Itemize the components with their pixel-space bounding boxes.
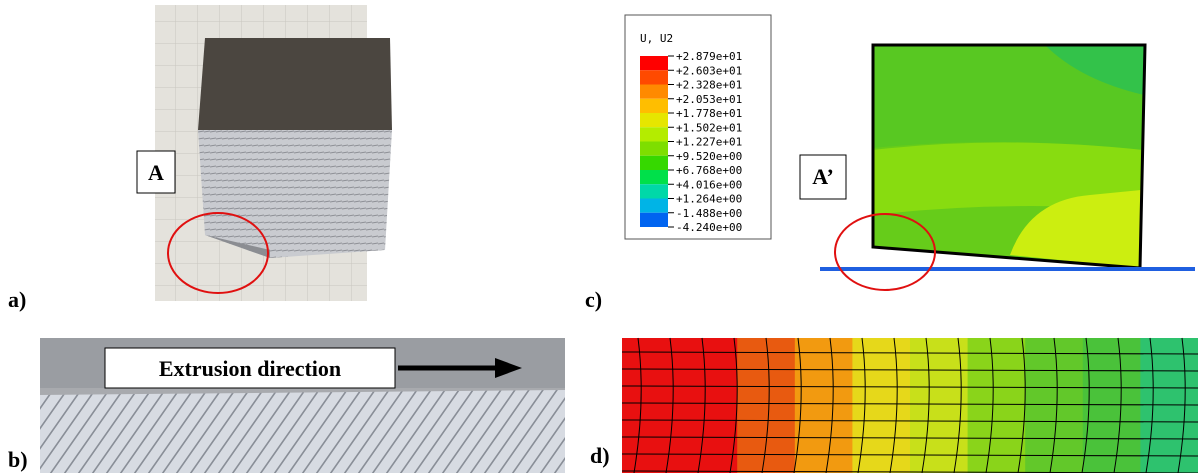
arrow-head — [495, 358, 522, 378]
mesh-line — [621, 368, 1198, 372]
mesh-line — [857, 337, 866, 473]
callout-c: A’ — [812, 164, 834, 189]
legend-title: U, U2 — [640, 32, 673, 45]
legend-swatch — [640, 141, 668, 156]
mesh-line — [1145, 337, 1154, 473]
legend-swatch — [640, 70, 668, 85]
mesh-line — [621, 385, 1198, 389]
mesh-line — [621, 453, 1198, 457]
contour-band — [1025, 338, 1084, 473]
fea-mesh — [621, 337, 1198, 473]
legend-swatch — [640, 127, 668, 142]
legend-label: +2.053e+01 — [676, 93, 742, 106]
callout-b: Extrusion direction — [159, 356, 341, 381]
legend-label: +1.778e+01 — [676, 107, 742, 120]
mesh-line — [1081, 337, 1090, 473]
legend-label: +2.603e+01 — [676, 64, 742, 77]
legend-label: -1.488e+00 — [676, 207, 742, 220]
mesh-line — [921, 337, 930, 473]
mesh-line — [621, 351, 1198, 355]
panel-label: d) — [590, 443, 610, 468]
legend-swatch — [640, 56, 668, 71]
legend-swatch — [640, 98, 668, 113]
legend-swatch — [640, 155, 668, 170]
mesh-line — [621, 402, 1198, 406]
mesh-line — [761, 337, 770, 473]
highlight-circle — [167, 212, 269, 294]
mesh-line — [621, 436, 1198, 440]
contour-band — [679, 338, 739, 473]
highlight-circle — [834, 213, 936, 291]
photo-a — [155, 5, 392, 301]
mesh-line — [825, 337, 834, 473]
legend: +2.879e+01+2.603e+01 +2.328e+01+2.053e+01… — [640, 50, 742, 234]
mesh-line — [1113, 337, 1122, 473]
panel-label: c) — [585, 287, 602, 312]
contour-band — [794, 338, 854, 473]
mesh-line — [621, 419, 1198, 423]
contour-band — [1082, 338, 1142, 473]
legend-swatch — [640, 198, 668, 213]
panel-label: a) — [8, 287, 26, 312]
legend-label: +4.016e+00 — [676, 178, 742, 191]
legend-label: +9.520e+00 — [676, 150, 742, 163]
mesh-line — [985, 337, 994, 473]
contour-band — [622, 338, 681, 473]
legend-swatch — [640, 184, 668, 199]
legend-label: +6.768e+00 — [676, 164, 742, 177]
callout-box — [799, 154, 847, 200]
callout-box — [136, 150, 176, 194]
contour-band — [737, 338, 796, 473]
mesh-line — [1049, 337, 1058, 473]
fea-model — [871, 43, 1147, 270]
legend-swatch — [640, 212, 668, 227]
legend-swatch — [640, 170, 668, 185]
mesh-line — [889, 337, 898, 473]
legend-swatch — [640, 84, 668, 99]
contour-band — [967, 338, 1027, 473]
contour-band — [910, 338, 969, 473]
legend-swatch — [640, 113, 668, 128]
callout-box — [104, 347, 396, 389]
legend-label: +1.264e+00 — [676, 193, 742, 206]
legend-label: +1.502e+01 — [676, 121, 742, 134]
contour-band — [852, 338, 911, 473]
callout-a: A — [148, 160, 164, 185]
panel-label: b) — [8, 447, 28, 472]
mesh-line — [953, 337, 962, 473]
legend-label: +2.879e+01 — [676, 50, 742, 63]
legend-label: -4.240e+00 — [676, 221, 742, 234]
mesh-line — [1017, 337, 1026, 473]
mesh-line — [1177, 337, 1186, 473]
contour-band — [1140, 338, 1198, 473]
mesh-line — [793, 337, 802, 473]
legend-label: +2.328e+01 — [676, 79, 742, 92]
legend-label: +1.227e+01 — [676, 136, 742, 149]
